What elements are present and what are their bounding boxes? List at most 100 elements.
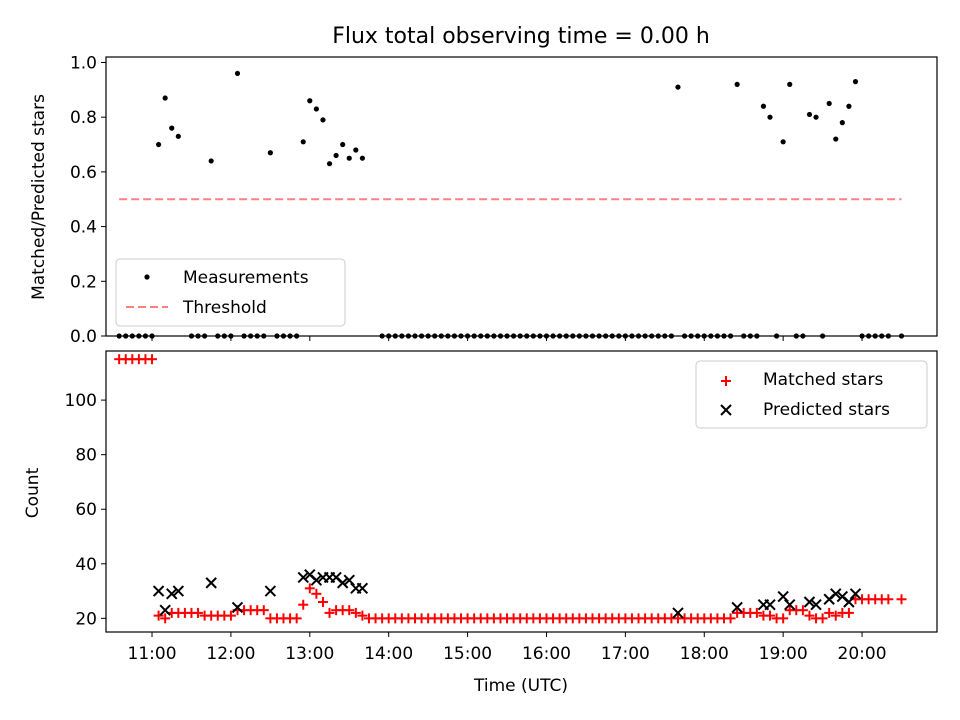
bottom-legend: Matched stars Predicted stars (695, 360, 928, 429)
predicted-stars-point (810, 599, 822, 611)
measurement-point (806, 111, 813, 118)
predicted-stars-point (356, 582, 369, 595)
x-tick-label: 19:00 (759, 644, 808, 664)
measurement-point (175, 133, 181, 139)
legend-label-threshold: Threshold (182, 298, 267, 318)
bottom-marks (114, 354, 907, 624)
y-tick-label: 0.4 (70, 218, 97, 238)
y-tick-label: 1.0 (70, 53, 97, 73)
measurement-point (353, 147, 359, 153)
measurement-point (169, 125, 175, 131)
legend-marker-predicted (720, 404, 732, 416)
x-tick-label: 14:00 (364, 644, 413, 664)
measurement-point (307, 98, 313, 104)
measurement-point (346, 155, 352, 161)
x-tick-label: 15:00 (443, 644, 492, 664)
matched-stars-point (298, 599, 309, 610)
top-axes: 0.0 0.2 0.4 0.6 0.8 1.0 Matched/Predicted sta… (29, 53, 938, 347)
bottom-frame (105, 350, 938, 633)
top-ticks: 0.0 0.2 0.4 0.6 0.8 1.0 (70, 53, 863, 347)
y-tick-label: 0.8 (70, 108, 97, 128)
bottom-legend-box (695, 360, 928, 429)
legend-marker-measurements (144, 274, 150, 280)
predicted-stars-point (172, 585, 185, 597)
matched-stars-point (311, 588, 322, 599)
y-tick-label: 80 (75, 446, 97, 466)
top-ylabel: Matched/Predicted stars (29, 94, 49, 300)
x-tick-label: 12:00 (206, 644, 255, 664)
measurement-point (155, 141, 162, 148)
matched-stars-point (843, 607, 854, 618)
matched-stars-point (153, 610, 164, 621)
measurement-point (333, 152, 339, 159)
measurement-point (780, 139, 786, 145)
measurement-point (675, 84, 681, 90)
matched-stars-point (804, 610, 815, 621)
bottom-ticks: 20 40 60 80 100 11:00 12:00 13:00 14:00 15:00 16:0… (65, 391, 887, 664)
predicted-stars-point (784, 599, 796, 611)
measurement-point (267, 150, 273, 156)
chart-title: Flux total observing time = 0.00 h (332, 24, 710, 49)
matched-stars-point (258, 605, 269, 616)
matched-stars-point (797, 605, 808, 616)
predicted-stars-point (343, 574, 355, 586)
measurement-point (839, 120, 845, 126)
predicted-stars-point (166, 588, 178, 600)
matched-stars-point (824, 607, 835, 618)
bottom-xlabel: Time (UTC) (473, 676, 568, 696)
top-legend: Measurements Threshold (115, 258, 346, 327)
matched-stars-point (357, 610, 368, 621)
predicted-stars-point (731, 601, 743, 614)
predicted-stars-point (336, 577, 349, 589)
measurement-point (813, 114, 819, 120)
x-tick-label: 17:00 (601, 644, 650, 664)
predicted-stars-point (231, 601, 244, 614)
bottom-axes: 20 40 60 80 100 11:00 12:00 13:00 14:00 15:00 16:0… (23, 350, 938, 696)
predicted-stars-point (803, 596, 816, 608)
measurement-point (767, 114, 773, 120)
matched-stars-point (193, 607, 204, 618)
measurement-point (760, 103, 767, 109)
matched-stars-point (751, 607, 762, 618)
bottom-ylabel: Count (23, 467, 43, 518)
matched-stars-point (225, 610, 236, 621)
legend-marker-matched (721, 376, 731, 386)
legend-label-predicted: Predicted stars (763, 400, 890, 420)
predicted-stars-point (849, 588, 862, 600)
y-tick-label: 20 (75, 609, 97, 629)
predicted-stars-point (264, 585, 277, 597)
predicted-stars-point (764, 599, 776, 611)
measurement-point (787, 81, 793, 87)
matched-stars-point (765, 610, 776, 621)
x-tick-label: 18:00 (680, 644, 729, 664)
measurement-point (846, 103, 852, 109)
measurement-point (826, 100, 832, 107)
measurement-point (300, 139, 306, 145)
y-tick-label: 0.2 (70, 272, 97, 292)
x-tick-label: 20:00 (838, 644, 887, 664)
measurement-point (833, 136, 839, 142)
measurement-point (320, 117, 326, 123)
legend-label-measurements: Measurements (183, 268, 309, 288)
matched-stars-point (725, 613, 736, 624)
measurement-point (208, 158, 214, 164)
y-tick-label: 60 (75, 500, 97, 520)
matched-stars-point (350, 607, 361, 618)
measurement-point (162, 95, 168, 101)
y-tick-label: 0.6 (70, 163, 97, 183)
measurement-point (326, 161, 333, 167)
y-tick-label: 0.0 (70, 327, 97, 347)
matched-stars-point (830, 610, 841, 621)
legend-label-matched: Matched stars (763, 370, 883, 390)
measurement-point (340, 141, 346, 148)
predicted-stars-point (310, 574, 323, 586)
matched-stars-point (160, 613, 171, 624)
matched-stars-point (883, 594, 894, 605)
matched-stars-point (896, 594, 907, 605)
measurement-point (234, 70, 241, 77)
measurement-point (852, 79, 859, 85)
predicted-stars-point (297, 571, 309, 584)
measurement-point (734, 81, 740, 87)
x-tick-label: 16:00 (522, 644, 571, 664)
